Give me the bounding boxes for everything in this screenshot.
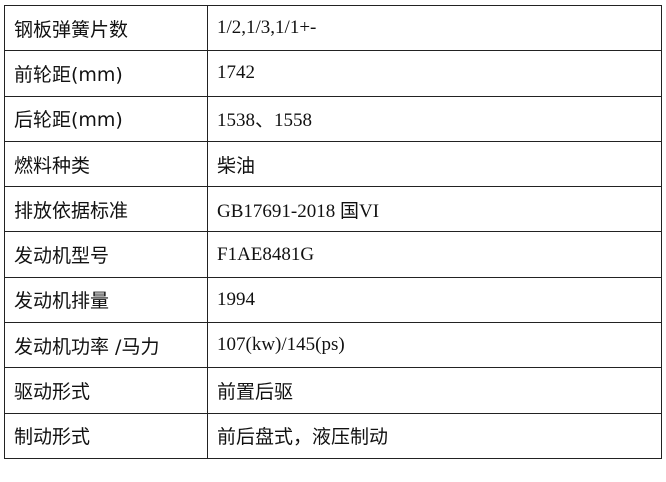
spec-label: 前轮距(mm) bbox=[4, 50, 208, 97]
table-row: 驱动形式 前置后驱 bbox=[4, 367, 662, 414]
spec-value: 柴油 bbox=[207, 140, 662, 188]
table-row: 排放依据标准 GB17691-2018 国VI bbox=[4, 186, 662, 233]
table-row: 燃料种类 柴油 bbox=[4, 140, 662, 188]
spec-label: 发动机型号 bbox=[4, 231, 208, 278]
spec-label: 发动机排量 bbox=[4, 276, 208, 324]
table-row: 制动形式 前后盘式，液压制动 bbox=[4, 412, 662, 459]
table-row: 后轮距(mm) 1538、1558 bbox=[4, 95, 662, 142]
table-row: 发动机功率 /马力 107(kw)/145(ps) bbox=[4, 322, 662, 369]
spec-label: 燃料种类 bbox=[4, 140, 208, 188]
spec-value: 前置后驱 bbox=[207, 367, 662, 414]
spec-value: 前后盘式，液压制动 bbox=[207, 412, 662, 459]
spec-label: 排放依据标准 bbox=[4, 186, 208, 233]
spec-label: 制动形式 bbox=[4, 412, 208, 459]
spec-value: 107(kw)/145(ps) bbox=[207, 322, 662, 369]
spec-label: 驱动形式 bbox=[4, 367, 208, 414]
spec-value: 1/2,1/3,1/1+- bbox=[207, 4, 662, 52]
spec-value: 1538、1558 bbox=[207, 95, 662, 142]
table-row: 发动机排量 1994 bbox=[4, 276, 662, 324]
table-row: 钢板弹簧片数 1/2,1/3,1/1+- bbox=[4, 4, 662, 52]
spec-value: F1AE8481G bbox=[207, 231, 662, 278]
spec-value: GB17691-2018 国VI bbox=[207, 186, 662, 233]
spec-label: 钢板弹簧片数 bbox=[4, 4, 208, 52]
spec-value: 1994 bbox=[207, 276, 662, 324]
spec-label: 发动机功率 /马力 bbox=[4, 322, 208, 369]
table-row: 前轮距(mm) 1742 bbox=[4, 50, 662, 97]
spec-table: 钢板弹簧片数 1/2,1/3,1/1+- 前轮距(mm) 1742 后轮距(mm) 153… bbox=[4, 4, 662, 459]
spec-label: 后轮距(mm) bbox=[4, 95, 208, 142]
table-row: 发动机型号 F1AE8481G bbox=[4, 231, 662, 278]
spec-value: 1742 bbox=[207, 50, 662, 97]
